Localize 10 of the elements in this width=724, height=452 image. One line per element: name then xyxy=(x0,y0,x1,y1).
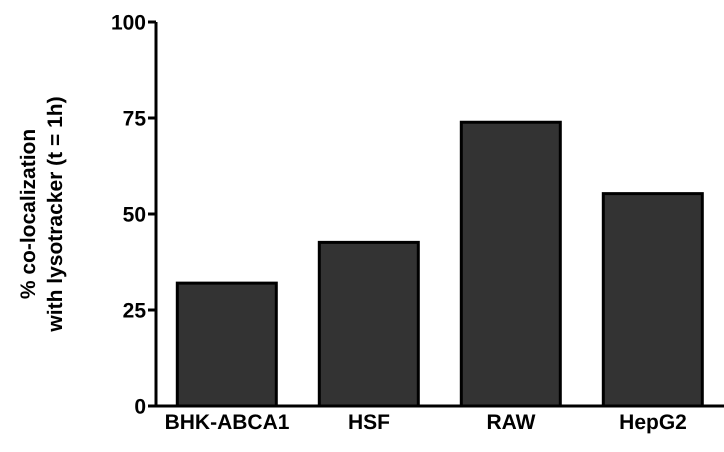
y-tick-label: 100 xyxy=(110,11,146,34)
x-tick-label: HepG2 xyxy=(619,410,687,434)
y-tick-label: 25 xyxy=(122,299,146,322)
y-tick-label: 50 xyxy=(122,203,146,226)
y-axis-title: % co-localization with lysotracker (t = 1h) xyxy=(17,96,67,333)
x-tick-label: HSF xyxy=(348,410,390,434)
y-tick-label: 0 xyxy=(134,395,146,418)
x-tick-label: BHK-ABCA1 xyxy=(164,410,290,434)
x-tick-label: RAW xyxy=(486,410,536,434)
y-tick-label: 75 xyxy=(122,107,146,130)
